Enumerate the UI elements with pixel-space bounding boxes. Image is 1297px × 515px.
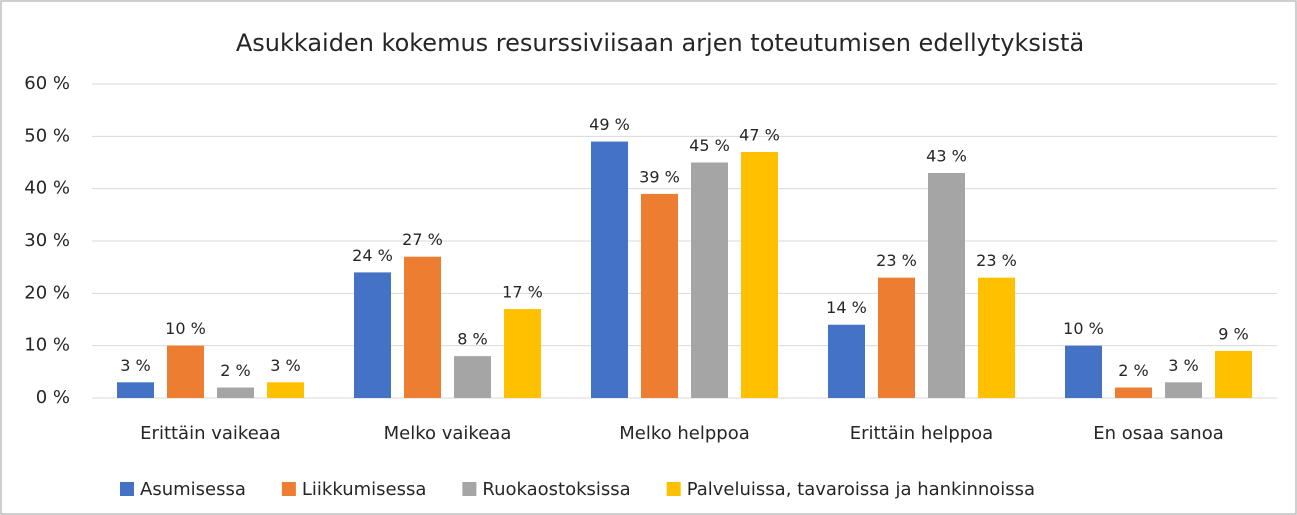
y-tick-label: 60 % <box>24 73 70 94</box>
value-label: 23 % <box>876 251 917 270</box>
legend-label: Liikkumisessa <box>302 479 427 500</box>
bar <box>691 162 728 398</box>
bar <box>217 387 254 398</box>
bar <box>1065 345 1102 398</box>
value-label: 47 % <box>739 126 780 145</box>
value-label: 10 % <box>1063 319 1104 338</box>
value-label: 27 % <box>402 230 443 249</box>
value-label: 2 % <box>220 361 250 380</box>
x-tick-label: Erittäin helppoa <box>850 423 993 444</box>
x-tick-label: Melko helppoa <box>619 423 750 444</box>
bar <box>267 382 304 398</box>
value-label: 14 % <box>826 298 867 317</box>
bar <box>978 277 1015 398</box>
bar <box>641 193 678 398</box>
value-label: 17 % <box>502 283 543 302</box>
x-tick-label: En osaa sanoa <box>1093 423 1224 444</box>
bar <box>878 277 915 398</box>
value-label: 8 % <box>457 330 487 349</box>
chart-title: Asukkaiden kokemus resurssiviisaan arjen… <box>236 29 1084 57</box>
value-label: 39 % <box>639 167 680 186</box>
legend-swatch <box>281 482 296 496</box>
value-label: 3 % <box>120 356 150 375</box>
value-label: 49 % <box>589 115 630 134</box>
value-label: 24 % <box>352 246 393 265</box>
bar <box>1165 382 1202 398</box>
y-tick-label: 50 % <box>24 125 70 146</box>
value-label: 3 % <box>270 356 300 375</box>
bar <box>1115 387 1152 398</box>
legend-swatch <box>666 482 681 496</box>
value-label: 9 % <box>1218 324 1248 343</box>
value-label: 3 % <box>1168 356 1198 375</box>
legend-swatch <box>120 482 134 496</box>
bar <box>454 356 491 398</box>
y-tick-label: 10 % <box>24 335 70 356</box>
value-label: 10 % <box>165 319 206 338</box>
bar <box>591 141 628 399</box>
value-label: 43 % <box>926 146 967 165</box>
bar <box>504 309 541 398</box>
bar <box>167 345 204 398</box>
value-label: 2 % <box>1118 361 1148 380</box>
bar <box>404 256 441 398</box>
bar <box>117 382 154 398</box>
bar <box>741 152 778 398</box>
value-label: 23 % <box>976 251 1017 270</box>
value-label: 45 % <box>689 136 730 155</box>
x-tick-label: Erittäin vaikeaa <box>140 423 281 444</box>
bar <box>928 172 965 398</box>
y-tick-label: 30 % <box>24 230 70 251</box>
y-tick-label: 20 % <box>24 282 70 303</box>
x-tick-label: Melko vaikeaa <box>384 423 512 444</box>
bar <box>1215 350 1252 398</box>
legend-label: Asumisessa <box>140 479 246 500</box>
bar <box>354 272 391 398</box>
y-tick-label: 40 % <box>24 178 70 199</box>
legend-label: Ruokaostoksissa <box>482 479 630 500</box>
legend-label: Palveluissa, tavaroissa ja hankinnoissa <box>687 479 1035 500</box>
bar <box>828 324 865 398</box>
y-tick-label: 0 % <box>36 387 70 408</box>
legend-swatch <box>462 482 477 496</box>
